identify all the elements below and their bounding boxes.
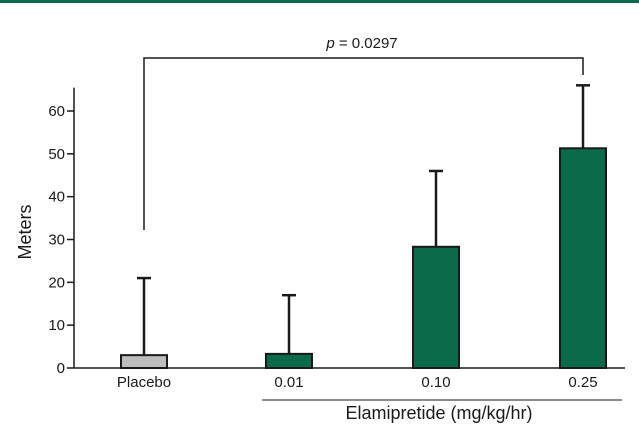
y-tick-label: 60 bbox=[48, 103, 65, 120]
bar bbox=[559, 147, 607, 369]
top-accent-rule bbox=[0, 0, 639, 3]
y-tick-label: 40 bbox=[48, 189, 65, 206]
significance-bracket bbox=[143, 57, 584, 230]
x-tick-label: 0.10 bbox=[421, 374, 450, 391]
x-tick-label: Placebo bbox=[117, 374, 171, 391]
y-tick-label: 10 bbox=[48, 317, 65, 334]
axes bbox=[67, 57, 625, 401]
y-tick-label: 20 bbox=[48, 274, 65, 291]
y-tick-label: 0 bbox=[57, 360, 65, 377]
bar bbox=[120, 354, 168, 370]
x-tick-label: 0.25 bbox=[568, 374, 597, 391]
y-tick-label: 30 bbox=[48, 232, 65, 249]
y-tick-label: 50 bbox=[48, 146, 65, 163]
group-axis-title: Elamipretide (mg/kg/hr) bbox=[345, 403, 532, 423]
labels: 0 10 20 30 40 50 60 Placebo 0.01 0.10 0.25 p = 0.02… bbox=[48, 35, 597, 391]
y-axis-title: Meters bbox=[15, 204, 35, 259]
bar bbox=[412, 245, 460, 370]
bar bbox=[265, 352, 313, 369]
p-value-annotation: p = 0.0297 bbox=[325, 35, 397, 52]
error-bars bbox=[137, 84, 590, 356]
x-tick-label: 0.01 bbox=[274, 374, 303, 391]
bars bbox=[120, 147, 607, 370]
